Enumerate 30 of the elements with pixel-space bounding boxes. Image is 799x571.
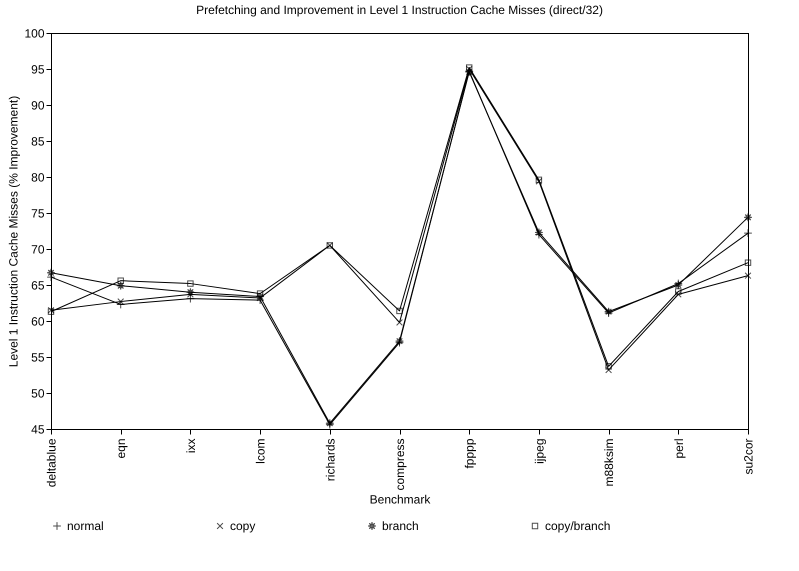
chart-title: Prefetching and Improvement in Level 1 Instruction Cache Misses (direct/32) [196, 3, 603, 17]
y-tick-label: 75 [31, 206, 45, 220]
y-tick-label: 50 [31, 386, 45, 400]
x-tick-label: compress [393, 438, 407, 491]
x-tick-label: lcom [254, 438, 268, 464]
y-tick-label: 70 [31, 242, 45, 256]
x-tick-label: ixx [184, 438, 198, 454]
y-tick-label: 80 [31, 170, 45, 184]
y-tick-label: 45 [31, 422, 45, 436]
y-tick-label: 90 [31, 98, 45, 112]
y-tick-label: 55 [31, 350, 45, 364]
y-tick-label: 85 [31, 134, 45, 148]
y-axis-title: Level 1 Instruction Cache Misses (% Improvement) [6, 96, 20, 368]
x-tick-label: su2cor [742, 438, 756, 475]
y-tick-label: 95 [31, 62, 45, 76]
legend-label: normal [67, 519, 104, 533]
legend-label: copy/branch [545, 519, 610, 533]
legend-label: branch [382, 519, 419, 533]
x-tick-label: deltablue [44, 438, 58, 488]
y-tick-label: 60 [31, 314, 45, 328]
x-tick-label: perl [672, 438, 686, 459]
x-tick-label: richards [323, 438, 338, 482]
legend-label: copy [230, 519, 256, 533]
x-tick-label: m88ksim [602, 438, 616, 487]
x-tick-label: ijpeg [532, 438, 546, 464]
y-tick-label: 65 [31, 278, 45, 292]
y-tick-label: 100 [24, 26, 45, 40]
x-tick-label: fpppp [462, 438, 477, 469]
x-axis-title: Benchmark [370, 492, 432, 507]
x-tick-label: eqn [114, 438, 128, 459]
